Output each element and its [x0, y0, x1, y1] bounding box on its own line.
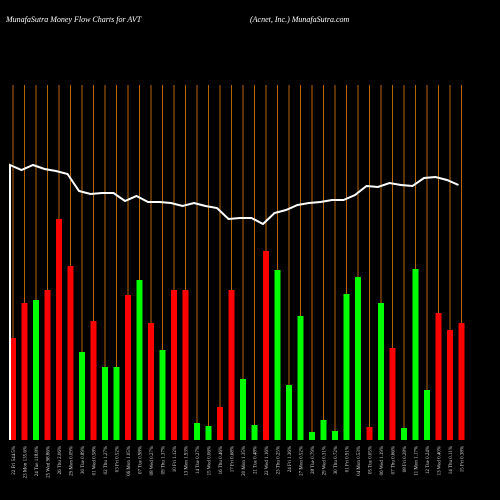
x-tick-label: 13 Mon 1.93%: [185, 446, 190, 476]
x-tick-label: 21 Tue 0.48%: [254, 446, 259, 474]
x-tick-label: 09 Thu 1.37%: [162, 446, 167, 474]
bar: [159, 350, 166, 440]
bar: [240, 379, 246, 440]
x-tick-label: 20 Mon 1.35%: [242, 446, 247, 476]
x-tick-label: 07 Thu 0.66%: [392, 446, 397, 474]
x-tick-label: 12 Tue 0.24%: [426, 446, 431, 474]
x-tick-label: 29 Wed 0.31%: [323, 446, 328, 475]
x-tick-label: 15 Fri 0.38%: [461, 446, 466, 472]
x-tick-label: 24 Tue 118.8%: [35, 446, 40, 476]
x-tick-label: 23 Thu 0.25%: [277, 446, 282, 474]
bar: [366, 427, 373, 440]
x-tick-label: 30 Tue 0.89%: [81, 446, 86, 474]
bar: [228, 290, 235, 440]
bar: [401, 428, 407, 440]
bar: [171, 290, 177, 440]
x-tick-label: 01 Fri 0.91%: [346, 446, 351, 472]
x-tick-label: 08 Wed 0.27%: [150, 446, 155, 475]
bar: [44, 290, 51, 440]
bar: [113, 367, 120, 440]
x-tick-label: 08 Fri 0.28%: [403, 446, 408, 472]
x-tick-label: 30 Thu 0.72%: [334, 446, 339, 474]
x-tick-label: 11 Mon 1.17%: [415, 446, 420, 476]
bar: [67, 266, 74, 440]
bar: [125, 295, 131, 440]
x-tick-label: 25 Wed 98.86%: [47, 446, 52, 478]
x-tick-label: 06 Wed 1.19%: [380, 446, 385, 475]
x-tick-label: 05 Tue 0.05%: [369, 446, 374, 474]
bar: [458, 323, 465, 440]
bar: [412, 269, 419, 440]
bar: [251, 425, 258, 440]
bar: [424, 390, 430, 440]
price-line: [9, 163, 459, 440]
bar: [320, 420, 327, 440]
x-tick-label: 29 Mon 0.09%: [70, 446, 75, 476]
bar: [309, 432, 315, 440]
bar: [90, 321, 97, 440]
x-tick-label: 10 Fri 1.12%: [173, 446, 178, 472]
x-tick-label: 23 Mon 135.6%: [24, 446, 29, 478]
bar: [21, 303, 28, 440]
bar: [33, 300, 39, 440]
bar: [79, 352, 85, 440]
bar: [297, 316, 304, 440]
bar: [102, 367, 108, 440]
x-tick-label: 06 Mon 1.05%: [127, 446, 132, 476]
bar: [263, 251, 269, 440]
bar: [56, 219, 62, 440]
bar: [286, 385, 292, 440]
x-tick-label: 07 Tue 0.98%: [139, 446, 144, 474]
x-tick-label: 16 Thu 0.46%: [219, 446, 224, 474]
x-tick-label: 22 Wed 1.16%: [265, 446, 270, 475]
bar: [378, 303, 384, 440]
x-tick-label: 14 Tue 0.27%: [196, 446, 201, 474]
x-tick-label: 26 Thu 2.06%: [58, 446, 63, 474]
x-tick-label: 15 Wed 0.06%: [208, 446, 213, 475]
bar: [447, 330, 453, 440]
bar: [10, 338, 16, 440]
bar: [136, 280, 143, 440]
x-tick-label: 24 Fri 1.36%: [288, 446, 293, 472]
chart-title: MunafaSutra Money Flow Charts for AVT: [5, 15, 142, 24]
bar: [274, 270, 281, 440]
x-tick-label: 13 Wed 0.40%: [438, 446, 443, 475]
bar: [389, 348, 396, 440]
bar: [355, 277, 361, 440]
x-tick-label: 22 Fri 544.5%: [12, 446, 17, 475]
x-tick-label: 03 Fri 0.52%: [116, 446, 121, 472]
x-tick-label: 17 Fri 0.68%: [231, 446, 236, 472]
bar: [343, 294, 350, 440]
bar: [148, 323, 154, 440]
x-tick-label: 27 Mon 0.52%: [300, 446, 305, 476]
x-tick-label: 04 Mon 0.53%: [357, 446, 362, 476]
x-tick-label: 01 Wed 0.58%: [93, 446, 98, 475]
chart-subtitle: (Acnet, Inc.) MunafaSutra.com: [250, 15, 350, 24]
x-tick-label: 14 Thu 0.11%: [449, 446, 454, 474]
bar: [205, 426, 212, 440]
bar: [217, 407, 223, 440]
x-tick-label: 02 Thu 1.27%: [104, 446, 109, 474]
bar: [182, 290, 189, 440]
x-tick-label: 28 Tue 0.79%: [311, 446, 316, 474]
bar: [194, 423, 200, 440]
bar: [435, 313, 442, 440]
bar: [332, 431, 338, 440]
